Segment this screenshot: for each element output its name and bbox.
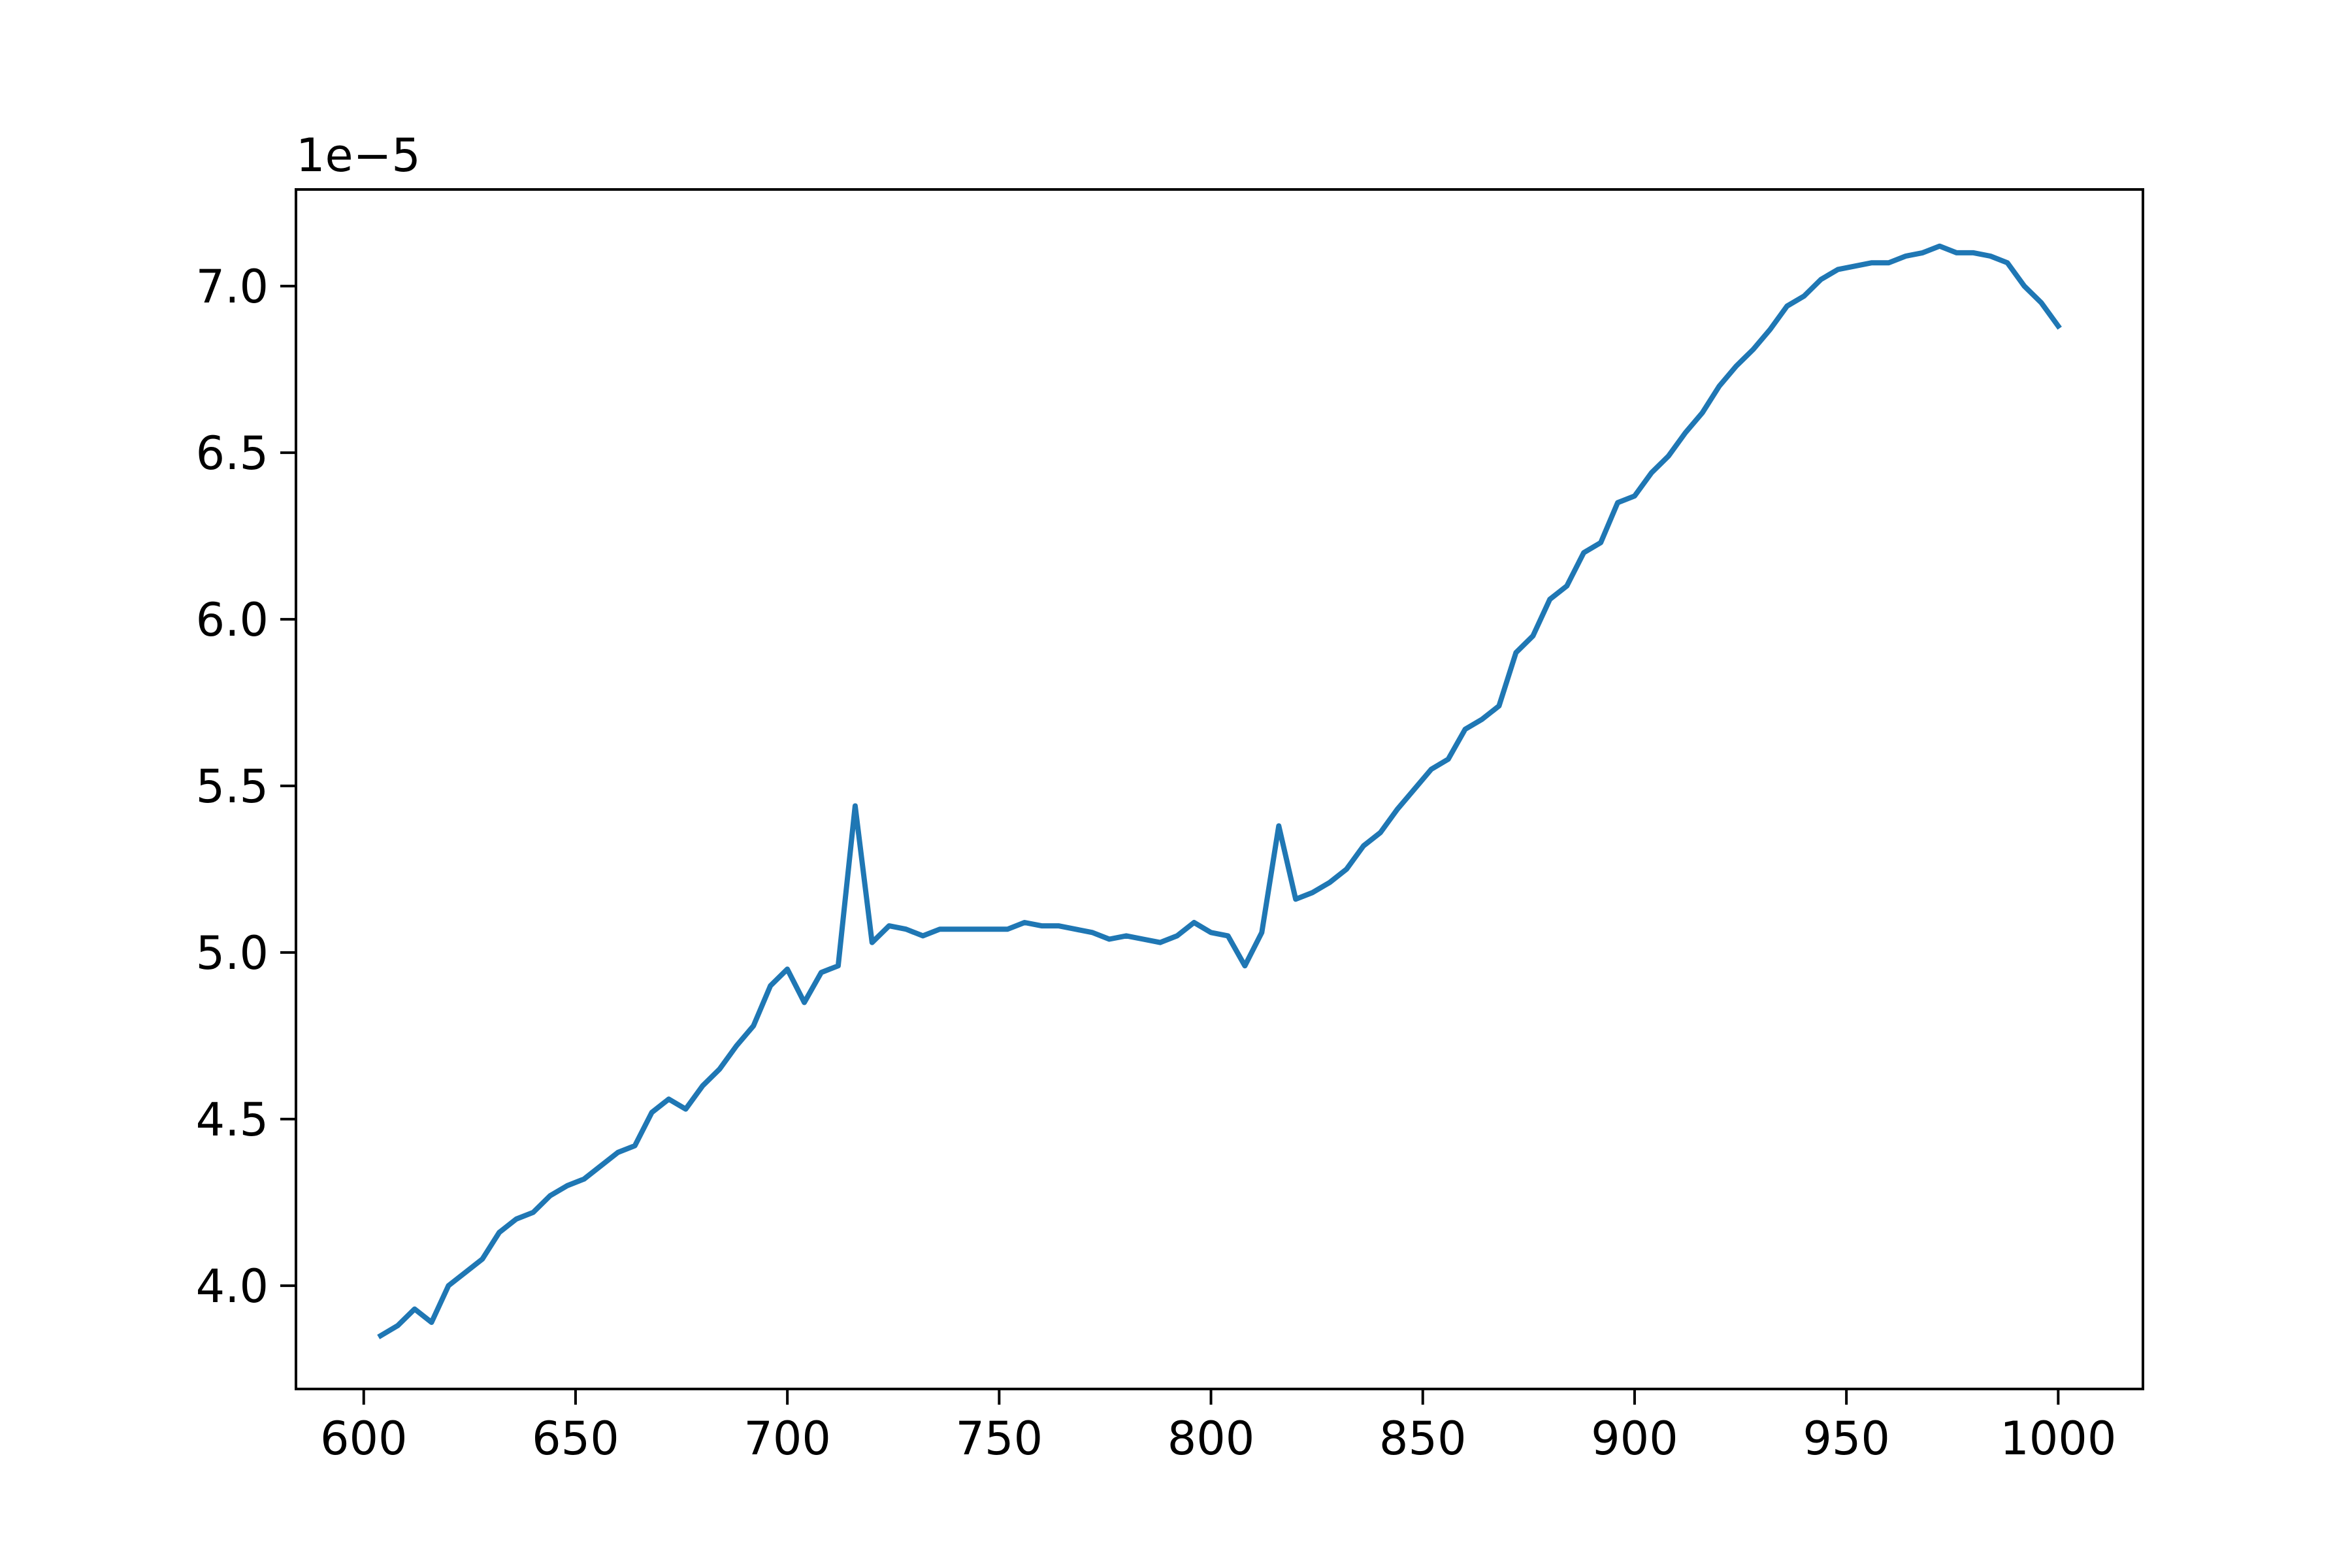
series-line-0 bbox=[377, 243, 2062, 1339]
x-tick-label: 900 bbox=[1591, 1412, 1678, 1465]
x-tick-label: 750 bbox=[956, 1412, 1043, 1465]
y-tick-label: 5.5 bbox=[196, 760, 269, 813]
plot-area-frame bbox=[295, 188, 2144, 1390]
x-tick-label: 700 bbox=[743, 1412, 831, 1465]
x-tick-label: 800 bbox=[1168, 1412, 1255, 1465]
y-tick-label: 6.0 bbox=[196, 593, 269, 647]
series-layer bbox=[377, 243, 2062, 1339]
y-tick-label: 4.0 bbox=[196, 1260, 269, 1313]
y-tick-label: 4.5 bbox=[196, 1093, 269, 1147]
y-tick-label: 5.0 bbox=[196, 926, 269, 980]
y-axis: 4.0 4.5 5.0 5.5 6.0 6.5 7.0 bbox=[196, 260, 296, 1313]
x-axis: 600 650 700 750 800 850 900 950 1000 bbox=[320, 1389, 2116, 1465]
y-tick-label: 6.5 bbox=[196, 427, 269, 480]
x-tick-label: 600 bbox=[320, 1412, 408, 1465]
x-tick-label: 850 bbox=[1379, 1412, 1467, 1465]
y-tick-label: 7.0 bbox=[196, 260, 269, 314]
x-tick-label: 650 bbox=[532, 1412, 619, 1465]
y-axis-offset-label: 1e−5 bbox=[296, 129, 421, 182]
x-tick-label: 1000 bbox=[2000, 1412, 2116, 1465]
x-tick-label: 950 bbox=[1803, 1412, 1890, 1465]
